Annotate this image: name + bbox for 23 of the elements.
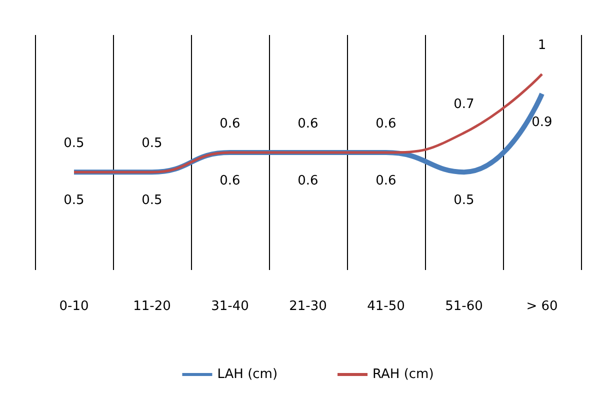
data-label: 0.7 <box>454 96 474 112</box>
data-label: 0.6 <box>376 116 396 132</box>
data-label: 0.6 <box>220 174 240 188</box>
x-tick-label: 51-60 <box>445 299 483 314</box>
data-label: 0.5 <box>64 193 84 208</box>
data-label: 0.6 <box>220 116 240 132</box>
legend-label: RAH (cm) <box>372 367 434 382</box>
data-label: 0.6 <box>298 174 318 188</box>
legend-label: LAH (cm) <box>217 367 278 382</box>
data-label: 0.5 <box>142 136 162 152</box>
x-tick-label: 31-40 <box>211 299 249 314</box>
x-tick-label: 11-20 <box>133 299 171 314</box>
x-tick-label: 0-10 <box>59 299 89 314</box>
data-label: 0.6 <box>298 116 318 132</box>
x-tick-label: 41-50 <box>367 299 405 314</box>
data-label: 0.5 <box>454 193 474 208</box>
x-tick-label: 21-30 <box>289 299 327 314</box>
data-label: 0.6 <box>376 174 396 188</box>
x-tick-label: > 60 <box>526 299 558 314</box>
data-label: 1 <box>538 38 546 54</box>
data-label: 0.5 <box>142 193 162 208</box>
data-label: 0.5 <box>64 136 84 152</box>
data-label: 0.9 <box>532 114 552 130</box>
